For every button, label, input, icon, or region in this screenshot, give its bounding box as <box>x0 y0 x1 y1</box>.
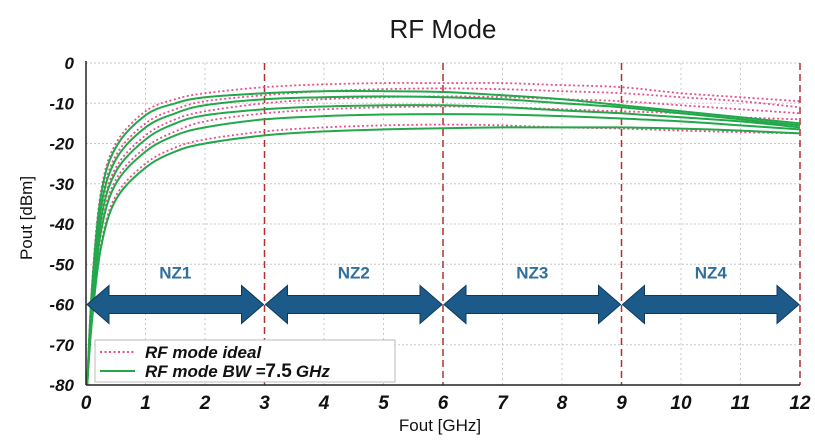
y-tick-label: -70 <box>49 336 74 355</box>
zone-label-1: NZ1 <box>159 263 191 282</box>
y-tick-label: -80 <box>49 376 74 395</box>
bw-series-line-3 <box>86 104 801 386</box>
bw-series-line-1 <box>86 89 801 386</box>
zone-label-2: NZ2 <box>338 263 370 282</box>
zone-arrow-1 <box>86 284 265 325</box>
chart-title: RF Mode <box>390 14 497 44</box>
x-tick-label: 9 <box>616 393 627 414</box>
x-tick-label: 8 <box>557 393 568 414</box>
zone-arrow-2 <box>264 284 443 325</box>
zone-arrow-4 <box>621 284 800 325</box>
zone-arrows: NZ1 NZ2 NZ3 NZ4 <box>86 263 800 325</box>
axes <box>85 61 800 386</box>
y-tick-label: -60 <box>49 296 74 315</box>
x-tick-label: 4 <box>318 393 330 414</box>
x-tick-label: 2 <box>199 393 211 414</box>
ideal-series-line-3 <box>86 95 801 386</box>
legend-label-ideal: RF mode ideal <box>145 343 262 362</box>
y-tick-label: -40 <box>49 215 74 234</box>
zone-dividers <box>263 63 801 385</box>
ideal-series-line-1 <box>86 82 801 386</box>
x-tick-label: 3 <box>259 393 270 414</box>
x-tick-label: 7 <box>497 393 509 414</box>
legend-box <box>94 339 396 383</box>
y-tick-label: -20 <box>49 135 74 154</box>
x-tick-label: 12 <box>789 393 811 414</box>
bw-series-line-5 <box>86 126 801 386</box>
x-tick-labels: 0 1 2 3 4 5 6 7 8 9 10 11 12 <box>81 393 811 414</box>
x-tick-label: 0 <box>81 393 92 414</box>
x-tick-label: 11 <box>731 393 751 414</box>
x-tick-label: 6 <box>438 393 449 414</box>
x-axis-label: Fout [GHz] <box>399 416 481 435</box>
bw-series-line-4 <box>86 113 801 386</box>
zone-arrow-3 <box>443 284 622 325</box>
x-tick-label: 5 <box>378 393 389 414</box>
zone-label-4: NZ4 <box>695 263 728 282</box>
y-tick-label: 0 <box>65 54 75 73</box>
zone-label-3: NZ3 <box>516 263 548 282</box>
y-tick-label: -30 <box>49 175 74 194</box>
y-tick-label: -10 <box>49 94 74 113</box>
legend-label-bw: RF mode BW =7.5 GHz <box>145 361 330 382</box>
bw-series-group <box>86 89 801 386</box>
x-tick-label: 10 <box>670 393 692 414</box>
y-axis-label: Pout [dBm] <box>17 176 36 260</box>
bw-series-line-2 <box>86 95 801 386</box>
x-tick-label: 1 <box>140 393 151 414</box>
y-tick-label: -50 <box>49 255 74 274</box>
y-tick-labels: 0 -10 -20 -30 -40 -50 -60 -70 -80 <box>49 54 74 395</box>
ideal-series-line-4 <box>86 105 801 386</box>
